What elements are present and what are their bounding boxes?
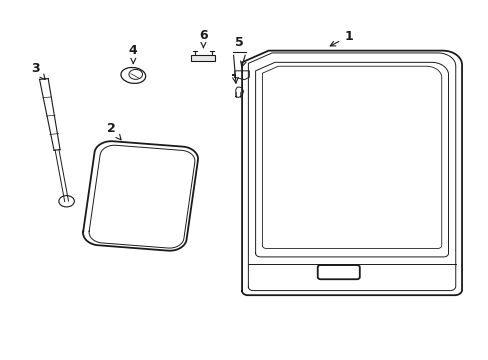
FancyBboxPatch shape (317, 265, 359, 279)
Ellipse shape (121, 67, 145, 84)
Text: 2: 2 (107, 122, 121, 140)
FancyBboxPatch shape (191, 55, 215, 61)
Text: 1: 1 (329, 30, 352, 46)
Text: 5: 5 (235, 36, 244, 49)
Text: 6: 6 (199, 29, 207, 48)
Text: 3: 3 (31, 62, 45, 80)
Text: 4: 4 (129, 44, 138, 63)
